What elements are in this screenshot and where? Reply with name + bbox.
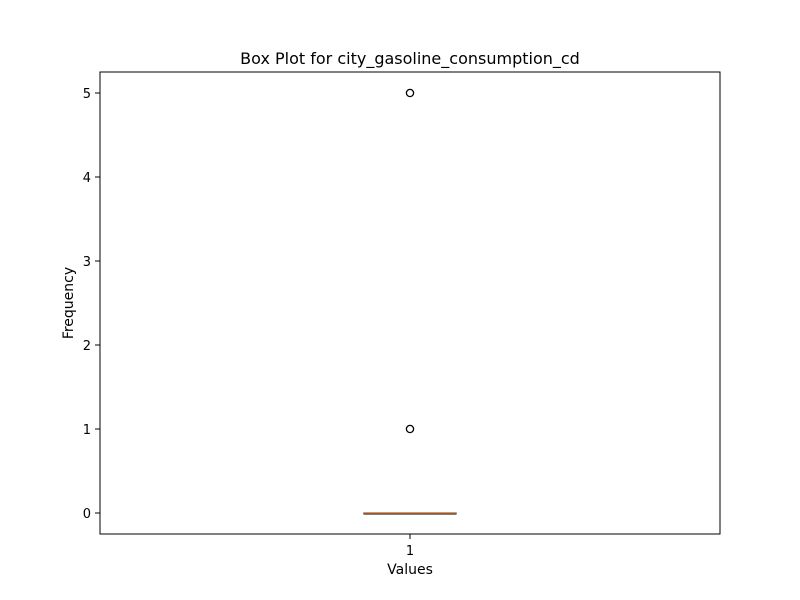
y-tick-label: 2: [83, 339, 91, 354]
y-tick-label: 4: [83, 171, 91, 186]
y-axis-label: Frequency: [61, 267, 77, 339]
chart-title: Box Plot for city_gasoline_consumption_c…: [240, 49, 580, 69]
y-tick-label: 0: [83, 507, 91, 522]
outlier-point: [405, 424, 415, 434]
outlier-point: [405, 88, 415, 98]
y-tick-label: 5: [83, 87, 91, 102]
y-tick-label: 3: [83, 255, 91, 270]
x-tick-label: 1: [406, 544, 414, 559]
plot-area: 0 1 2 3 4 5 1: [83, 87, 457, 559]
y-tick-label: 1: [83, 423, 91, 438]
plot-frame: [99, 71, 721, 535]
x-axis-label: Values: [387, 562, 433, 578]
